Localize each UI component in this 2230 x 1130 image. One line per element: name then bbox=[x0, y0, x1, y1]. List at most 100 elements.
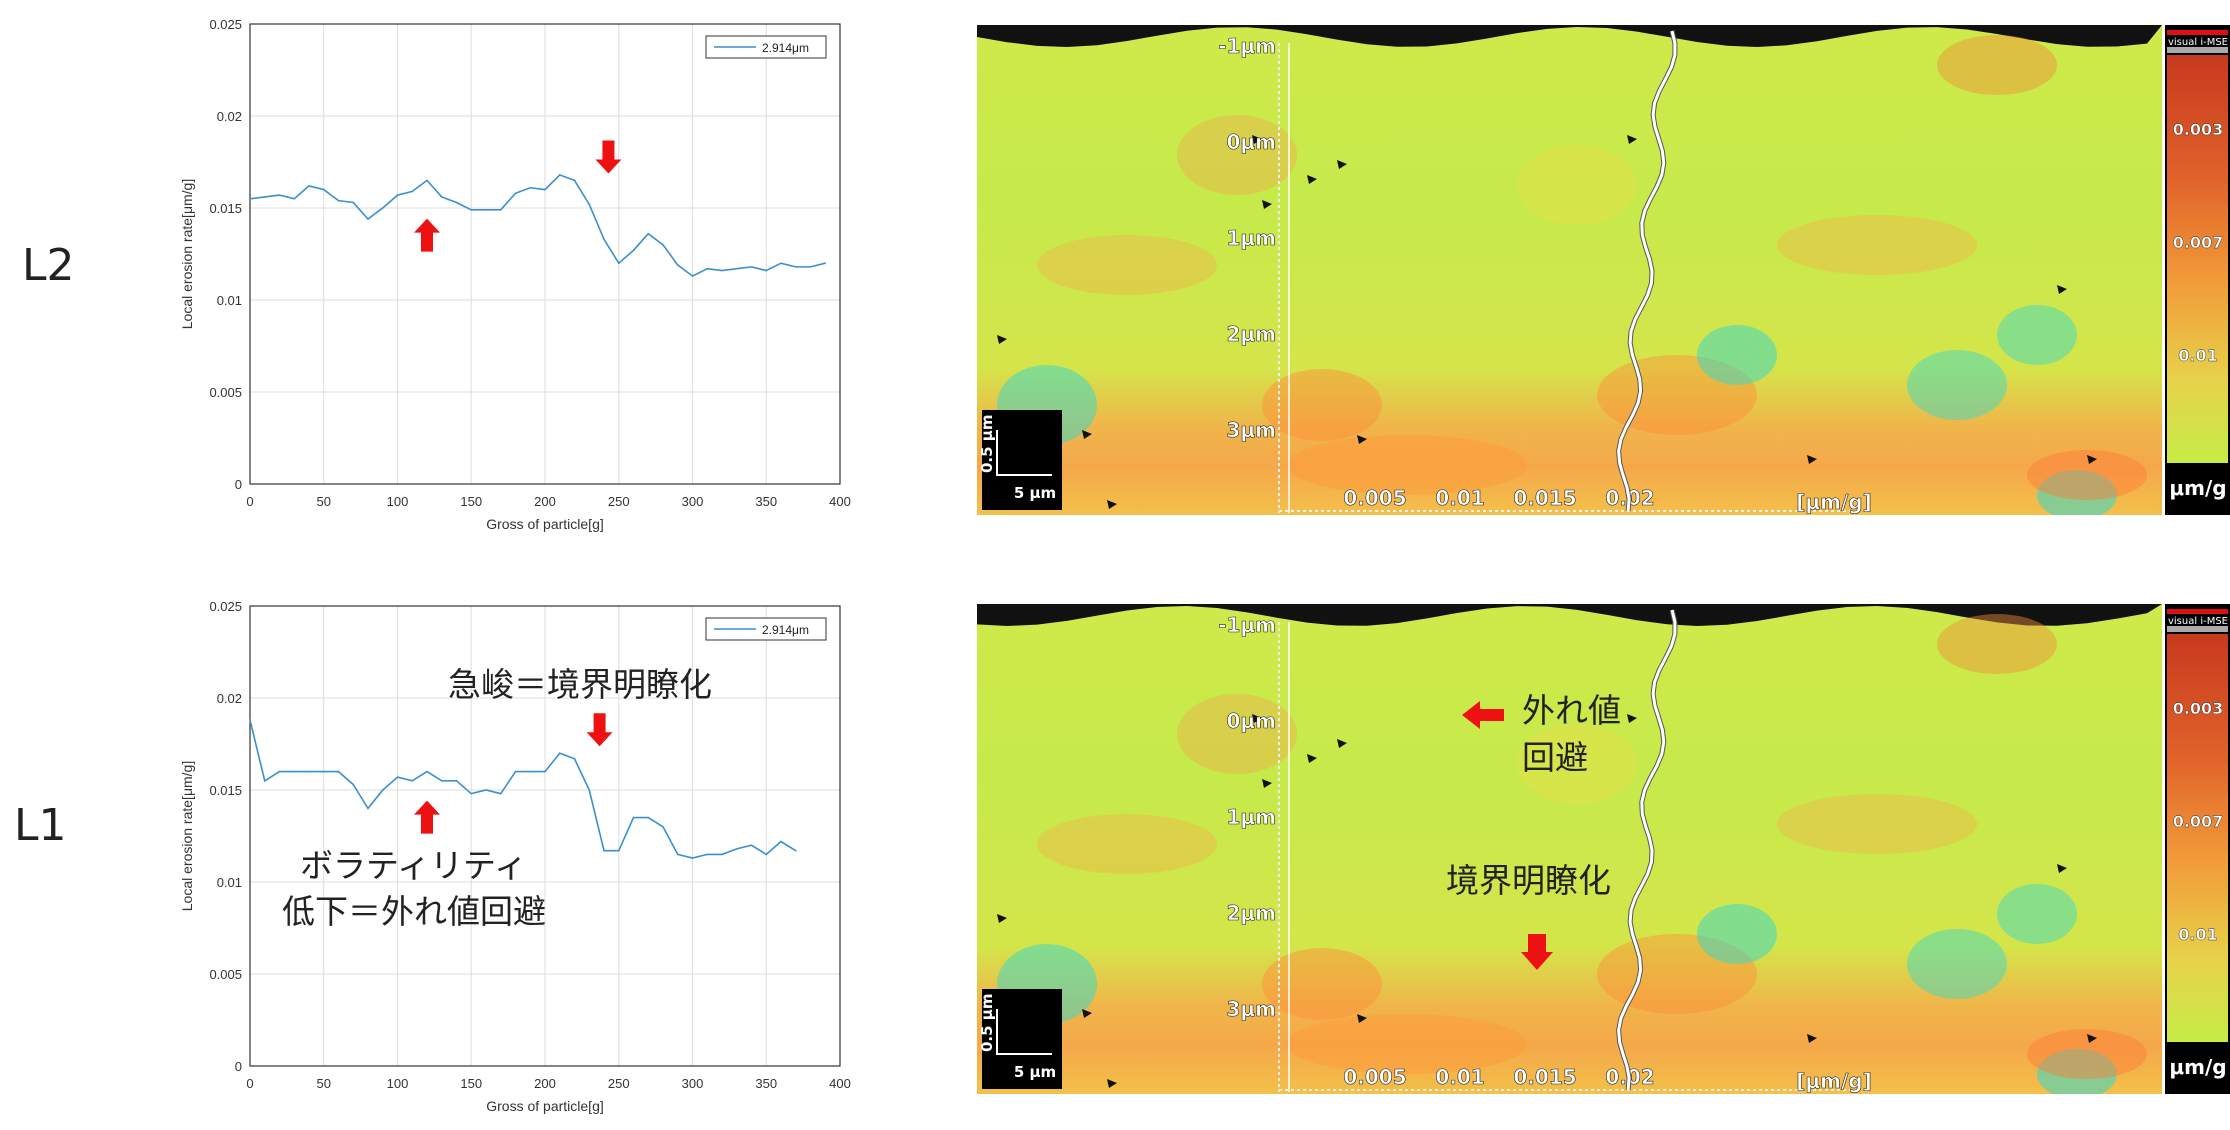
rate-tick-label: 0.01 bbox=[1435, 1065, 1484, 1089]
data-point bbox=[529, 186, 532, 189]
data-point bbox=[293, 198, 296, 200]
up-arrow-icon bbox=[414, 218, 440, 252]
y-tick-label: 0.01 bbox=[217, 875, 242, 890]
data-point bbox=[293, 770, 296, 773]
rate-tick-label: 0.015 bbox=[1513, 486, 1576, 510]
colorbar-tick-label: 0.007 bbox=[2173, 233, 2224, 252]
data-point bbox=[278, 194, 281, 196]
data-point bbox=[662, 244, 664, 246]
data-point bbox=[603, 849, 605, 852]
colorbar-tick-label: 0.003 bbox=[2173, 120, 2224, 139]
y-axis-label: Local erosion rate[μm/g] bbox=[179, 179, 195, 329]
color-patch bbox=[2037, 470, 2117, 515]
plot-frame bbox=[249, 605, 841, 1067]
surface-edge bbox=[977, 25, 2162, 47]
artifact-marker bbox=[1627, 135, 1637, 144]
y-tick-label: 0.025 bbox=[209, 17, 242, 32]
scalebar-box bbox=[982, 989, 1062, 1089]
rate-unit-label: [μm/g] bbox=[1796, 1069, 1871, 1093]
data-point bbox=[794, 849, 797, 852]
legend-box bbox=[705, 617, 827, 641]
depth-label: -1μm bbox=[1218, 34, 1276, 58]
annotation-volatility-line2: 低下＝外れ値回避 bbox=[282, 892, 546, 931]
data-point bbox=[470, 792, 473, 795]
annotation-outlier-line2: 回避 bbox=[1522, 738, 1588, 777]
plot-frame bbox=[249, 23, 841, 485]
colorbar-top-red bbox=[2167, 30, 2228, 35]
data-point bbox=[824, 262, 827, 264]
x-axis-label: Gross of particle[g] bbox=[486, 516, 604, 532]
color-patch bbox=[1287, 1014, 1527, 1074]
data-point bbox=[529, 770, 532, 773]
colorbar-tick-label: 0.01 bbox=[2178, 346, 2217, 365]
data-point bbox=[780, 840, 782, 843]
data-point bbox=[440, 196, 443, 198]
colorbar-title: visual i-MSE bbox=[2168, 37, 2228, 48]
artifact-marker bbox=[2087, 455, 2097, 464]
data-point bbox=[721, 269, 723, 272]
color-patch bbox=[1517, 724, 1637, 804]
data-point bbox=[544, 188, 546, 191]
y-tick-label: 0.02 bbox=[217, 109, 242, 124]
data-point bbox=[691, 275, 694, 277]
rate-tick-label: 0.015 bbox=[1513, 1065, 1576, 1089]
rate-tick-label: 0.01 bbox=[1435, 486, 1484, 510]
depth-label: 1μm bbox=[1227, 226, 1276, 250]
color-patch bbox=[1907, 929, 2007, 999]
erosion-field bbox=[977, 604, 2162, 1094]
artifact-marker bbox=[1107, 500, 1117, 509]
x-tick-label: 350 bbox=[755, 494, 777, 509]
x-tick-label: 250 bbox=[608, 494, 630, 509]
scalebar-horizontal-label: 5 μm bbox=[1014, 1063, 1056, 1081]
annotation-volatility-line1: ボラティリティ bbox=[300, 846, 528, 885]
color-patch bbox=[2027, 1029, 2147, 1079]
artifact-marker bbox=[1807, 1034, 1817, 1043]
y-tick-label: 0.01 bbox=[217, 293, 242, 308]
data-point bbox=[396, 194, 399, 196]
data-point bbox=[337, 199, 340, 202]
data-point bbox=[322, 770, 325, 773]
colorbar-top-grey bbox=[2167, 626, 2228, 632]
erosion-map-L2: -1μm 0μm 1μm 2μm 3μm 0.005 0.01 0.015 0.02 [μm/g]… bbox=[977, 25, 2230, 515]
artifact-marker bbox=[1357, 1014, 1367, 1023]
data-point bbox=[617, 849, 620, 852]
data-point bbox=[588, 203, 591, 206]
data-point bbox=[440, 780, 443, 782]
outlier-arrow-icon bbox=[1462, 701, 1504, 729]
colorbar-unit-label: μm/g bbox=[2169, 1055, 2226, 1079]
x-tick-label: 350 bbox=[755, 1076, 777, 1091]
data-point bbox=[367, 807, 369, 810]
erosion-map-L1: -1μm 0μm 1μm 2μm 3μm 0.005 0.01 0.015 0.02 [μm/g]… bbox=[977, 604, 2230, 1094]
data-point bbox=[470, 209, 473, 211]
artifact-marker bbox=[1107, 1079, 1117, 1088]
depth-label: 2μm bbox=[1227, 901, 1276, 925]
color-patch bbox=[1262, 369, 1382, 441]
chart-L2-svg: 0 50 100 150 200 250 300 350 400 0 0.005 0.01 0.015 0… bbox=[179, 17, 851, 532]
colorbar-unit-label: μm/g bbox=[2169, 476, 2226, 500]
data-point bbox=[426, 179, 428, 182]
artifact-marker bbox=[1262, 200, 1272, 209]
down-arrow-icon bbox=[586, 713, 613, 747]
depth-label: 3μm bbox=[1227, 418, 1276, 442]
data-point bbox=[647, 816, 650, 819]
down-arrow-icon bbox=[595, 140, 622, 174]
color-patch bbox=[1177, 694, 1297, 774]
x-tick-label: 250 bbox=[608, 1076, 630, 1091]
color-patch bbox=[1037, 235, 1217, 295]
data-point bbox=[337, 770, 340, 773]
data-point bbox=[809, 266, 812, 268]
y-tick-label: 0.015 bbox=[209, 201, 242, 216]
y-tick-label: 0.02 bbox=[217, 691, 242, 706]
y-tick-label: 0 bbox=[235, 1059, 242, 1074]
x-tick-label: 200 bbox=[534, 494, 556, 509]
data-point bbox=[455, 780, 458, 782]
data-point bbox=[381, 789, 384, 791]
rate-tick-label: 0.005 bbox=[1343, 486, 1406, 510]
y-axis-label: Local erosion rate[μm/g] bbox=[179, 761, 195, 911]
data-point bbox=[558, 752, 561, 754]
erosion-field bbox=[977, 25, 2162, 515]
legend-label: 2.914μm bbox=[762, 623, 809, 637]
color-patch bbox=[1287, 435, 1527, 495]
artifact-marker bbox=[2057, 285, 2067, 294]
erosion-profile-line bbox=[1617, 609, 1677, 1091]
